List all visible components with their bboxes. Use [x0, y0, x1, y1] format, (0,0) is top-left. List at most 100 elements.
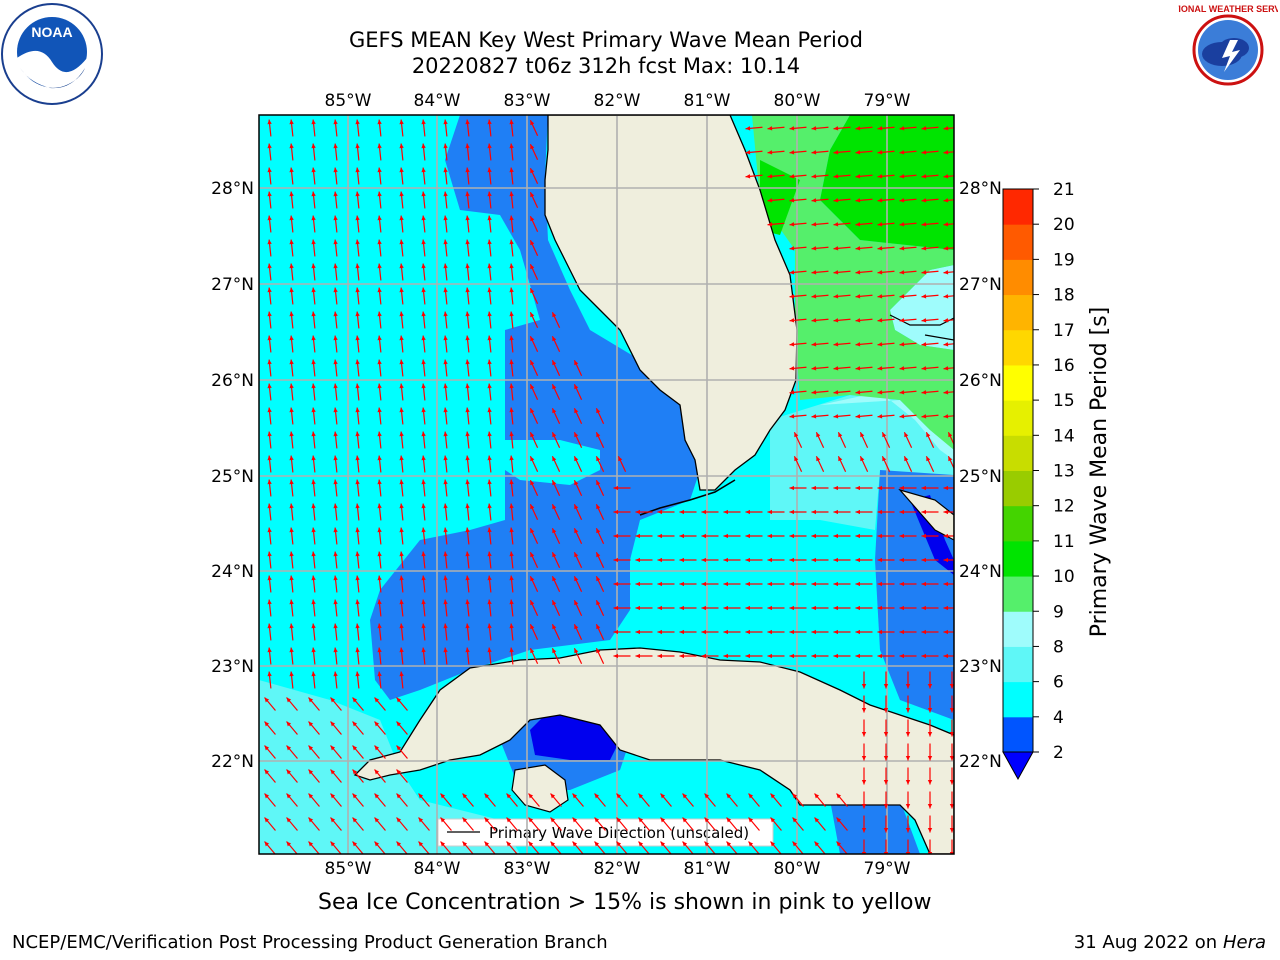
wave-arrow — [701, 653, 719, 659]
wave-arrow — [330, 817, 342, 831]
wave-arrow — [833, 605, 851, 611]
wave-arrow — [899, 581, 917, 587]
colorbar-tick-label: 16 — [1053, 356, 1075, 376]
wave-arrow — [399, 263, 404, 281]
wave-arrow — [767, 653, 785, 659]
wave-arrow — [440, 817, 452, 831]
wave-arrow — [355, 623, 360, 641]
wave-arrow — [635, 605, 653, 611]
wave-arrow — [789, 342, 807, 347]
wave-arrow — [921, 581, 939, 587]
wave-arrow — [899, 342, 917, 347]
wave-arrow — [877, 629, 895, 635]
wave-arrow — [311, 623, 316, 641]
wave-arrow — [635, 629, 653, 635]
wave-arrow — [289, 119, 294, 137]
wave-arrow — [421, 527, 426, 545]
period-zone-below-2-east — [910, 495, 954, 575]
wave-arrow — [949, 815, 954, 833]
wave-arrow — [399, 551, 404, 569]
wave-arrow — [833, 294, 851, 299]
wave-arrow — [333, 671, 338, 689]
wave-arrow — [811, 222, 829, 227]
wave-arrow — [355, 215, 360, 233]
wave-arrow — [927, 767, 933, 785]
wave-arrow — [883, 815, 889, 833]
wave-arrow — [529, 168, 539, 184]
wave-arrow — [836, 841, 848, 854]
wave-arrow — [789, 390, 807, 395]
wave-arrow — [487, 311, 492, 329]
wave-arrow — [551, 408, 561, 424]
wave-arrow — [509, 599, 514, 617]
colorbar-tick-label: 9 — [1053, 602, 1064, 622]
wave-arrow — [421, 431, 426, 449]
wave-arrow — [487, 287, 492, 305]
wave-arrow — [352, 697, 364, 711]
wave-arrow — [550, 841, 562, 854]
wave-arrow — [286, 841, 298, 854]
wave-arrow — [899, 414, 917, 419]
wave-arrow — [509, 527, 514, 545]
lon-tick-label: 84°W — [414, 859, 461, 879]
wave-arrow — [355, 479, 360, 497]
wave-arrow — [421, 647, 426, 665]
wave-arrow — [855, 222, 873, 227]
wave-arrow — [899, 318, 917, 323]
wave-arrow — [484, 793, 496, 807]
wave-arrow — [311, 119, 316, 137]
wave-arrow — [573, 408, 583, 424]
wave-arrow — [551, 576, 561, 592]
wave-arrow — [443, 191, 448, 209]
wave-arrow — [509, 407, 514, 425]
wave-arrow — [573, 528, 583, 544]
wave-arrow — [465, 119, 470, 137]
wave-arrow — [943, 653, 954, 659]
wave-arrow — [443, 623, 448, 641]
wave-arrow — [509, 119, 514, 137]
wave-arrow — [352, 793, 364, 807]
wave-arrow — [811, 581, 829, 587]
wave-arrow — [789, 366, 807, 371]
wave-arrow — [723, 605, 741, 611]
wave-arrow — [833, 533, 851, 539]
wave-arrow — [943, 366, 954, 371]
wave-arrow — [311, 575, 316, 593]
wave-arrow — [355, 311, 360, 329]
wave-arrow — [855, 318, 873, 323]
wave-arrow — [767, 533, 785, 539]
wave-arrow — [355, 551, 360, 569]
wave-arrow — [811, 533, 829, 539]
wave-arrow — [573, 624, 583, 640]
wave-arrow — [572, 817, 584, 831]
wave-arrow — [855, 126, 873, 131]
wave-arrow — [789, 581, 807, 587]
wave-arrow — [487, 167, 492, 185]
wave-arrow — [311, 335, 316, 353]
map-legend-box — [437, 818, 774, 847]
wave-arrow — [594, 841, 606, 854]
wave-arrow — [811, 414, 829, 419]
wave-arrow — [899, 198, 917, 203]
lon-tick-label: 84°W — [414, 91, 461, 111]
wave-arrow — [789, 198, 807, 203]
wave-arrow — [855, 390, 873, 395]
wave-arrow — [811, 318, 829, 323]
colorbar-segment — [1003, 505, 1033, 542]
wave-arrow — [883, 719, 889, 737]
lat-tick-label: 24°N — [211, 562, 254, 582]
wave-arrow — [726, 841, 738, 854]
wave-arrow — [899, 485, 917, 491]
lon-tick-label: 80°W — [774, 859, 821, 879]
wave-arrow — [465, 431, 470, 449]
footer-date-text: 31 Aug 2022 on — [1073, 932, 1218, 953]
wave-arrow — [333, 215, 338, 233]
wave-arrow — [377, 407, 382, 425]
wave-arrow — [509, 215, 514, 233]
wave-arrow — [308, 697, 320, 711]
wave-arrow — [267, 167, 272, 185]
nws-logo-text: NATIONAL WEATHER SERVICE — [1178, 4, 1278, 14]
wave-arrow — [905, 719, 911, 737]
wave-arrow — [745, 533, 763, 539]
wave-arrow — [855, 653, 873, 659]
